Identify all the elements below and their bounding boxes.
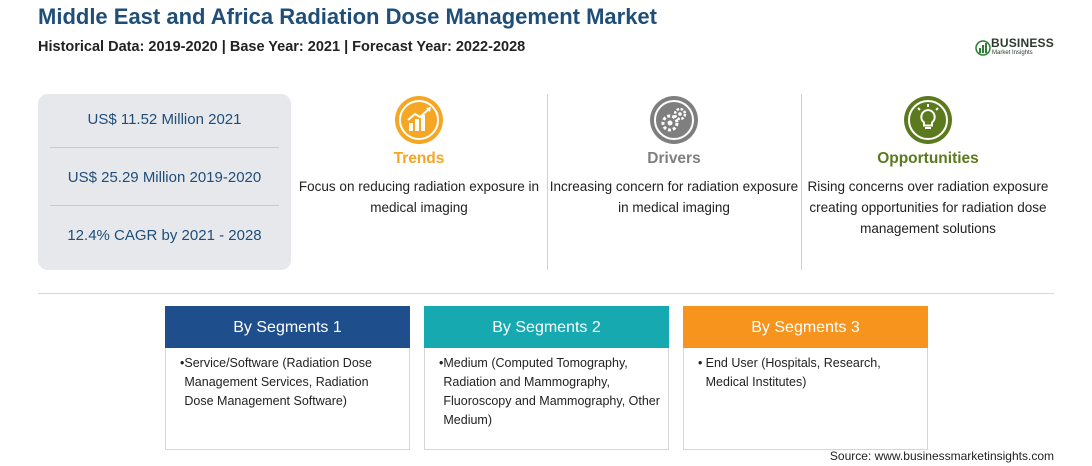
drivers-column: Drivers Increasing concern for radiation… bbox=[549, 94, 799, 218]
brand-logo: BUSINESS Market Insights bbox=[975, 36, 1057, 60]
stat-market-historical: US$ 25.29 Million 2019-2020 bbox=[67, 169, 262, 186]
opportunities-title: Opportunities bbox=[877, 150, 979, 167]
bullet-icon: • bbox=[180, 356, 185, 370]
trends-column: Trends Focus on reducing radiation expos… bbox=[294, 94, 544, 218]
segment-2-list: • Medium (Computed Tomography, Radiation… bbox=[425, 348, 668, 430]
stat-divider bbox=[50, 205, 279, 206]
gears-icon bbox=[650, 96, 698, 144]
column-divider bbox=[801, 94, 802, 270]
segment-3-heading: By Segments 3 bbox=[683, 306, 928, 348]
page-title: Middle East and Africa Radiation Dose Ma… bbox=[38, 4, 657, 29]
drivers-text: Increasing concern for radiation exposur… bbox=[549, 179, 799, 215]
segment-card-3: By Segments 3 • End User (Hospitals, Res… bbox=[683, 306, 928, 450]
bullet-icon: • bbox=[439, 356, 444, 370]
trends-title: Trends bbox=[393, 150, 445, 167]
section-divider bbox=[38, 293, 1054, 294]
drivers-title: Drivers bbox=[647, 150, 701, 167]
bullet-icon: • bbox=[698, 356, 703, 370]
segment-1-heading: By Segments 1 bbox=[165, 306, 410, 348]
segment-1-item: Service/Software (Radiation Dose Managem… bbox=[184, 356, 372, 408]
list-item: • Service/Software (Radiation Dose Manag… bbox=[180, 354, 401, 411]
segment-card-1: By Segments 1 • Service/Software (Radiat… bbox=[165, 306, 410, 450]
source-note: Source: www.businessmarketinsights.com bbox=[829, 449, 1054, 463]
segment-1-list: • Service/Software (Radiation Dose Manag… bbox=[166, 348, 409, 411]
list-item: • Medium (Computed Tomography, Radiation… bbox=[439, 354, 660, 430]
segment-2-item: Medium (Computed Tomography, Radiation a… bbox=[443, 356, 660, 427]
segment-3-item: End User (Hospitals, Research, Medical I… bbox=[705, 356, 881, 389]
segment-card-2: By Segments 2 • Medium (Computed Tomogra… bbox=[424, 306, 669, 450]
chart-growth-icon bbox=[395, 96, 443, 144]
lightbulb-icon bbox=[904, 96, 952, 144]
segment-3-list: • End User (Hospitals, Research, Medical… bbox=[684, 348, 927, 392]
segment-2-heading: By Segments 2 bbox=[424, 306, 669, 348]
stat-divider bbox=[50, 147, 279, 148]
list-item: • End User (Hospitals, Research, Medical… bbox=[698, 354, 919, 392]
stat-market-2021: US$ 11.52 Million 2021 bbox=[87, 111, 242, 128]
opportunities-column: Opportunities Rising concerns over radia… bbox=[803, 94, 1053, 239]
stats-panel: US$ 11.52 Million 2021 US$ 25.29 Million… bbox=[38, 94, 291, 270]
page-subtitle: Historical Data: 2019-2020 | Base Year: … bbox=[38, 39, 526, 55]
logo-mark-icon bbox=[975, 40, 991, 56]
stat-cagr: 12.4% CAGR by 2021 - 2028 bbox=[67, 227, 262, 244]
opportunities-text: Rising concerns over radiation exposure … bbox=[807, 179, 1049, 236]
logo-word: BUSINESS bbox=[991, 36, 1054, 50]
trends-text: Focus on reducing radiation exposure in … bbox=[298, 179, 540, 215]
logo-subword: Market Insights bbox=[992, 50, 1033, 56]
column-divider bbox=[547, 94, 548, 270]
